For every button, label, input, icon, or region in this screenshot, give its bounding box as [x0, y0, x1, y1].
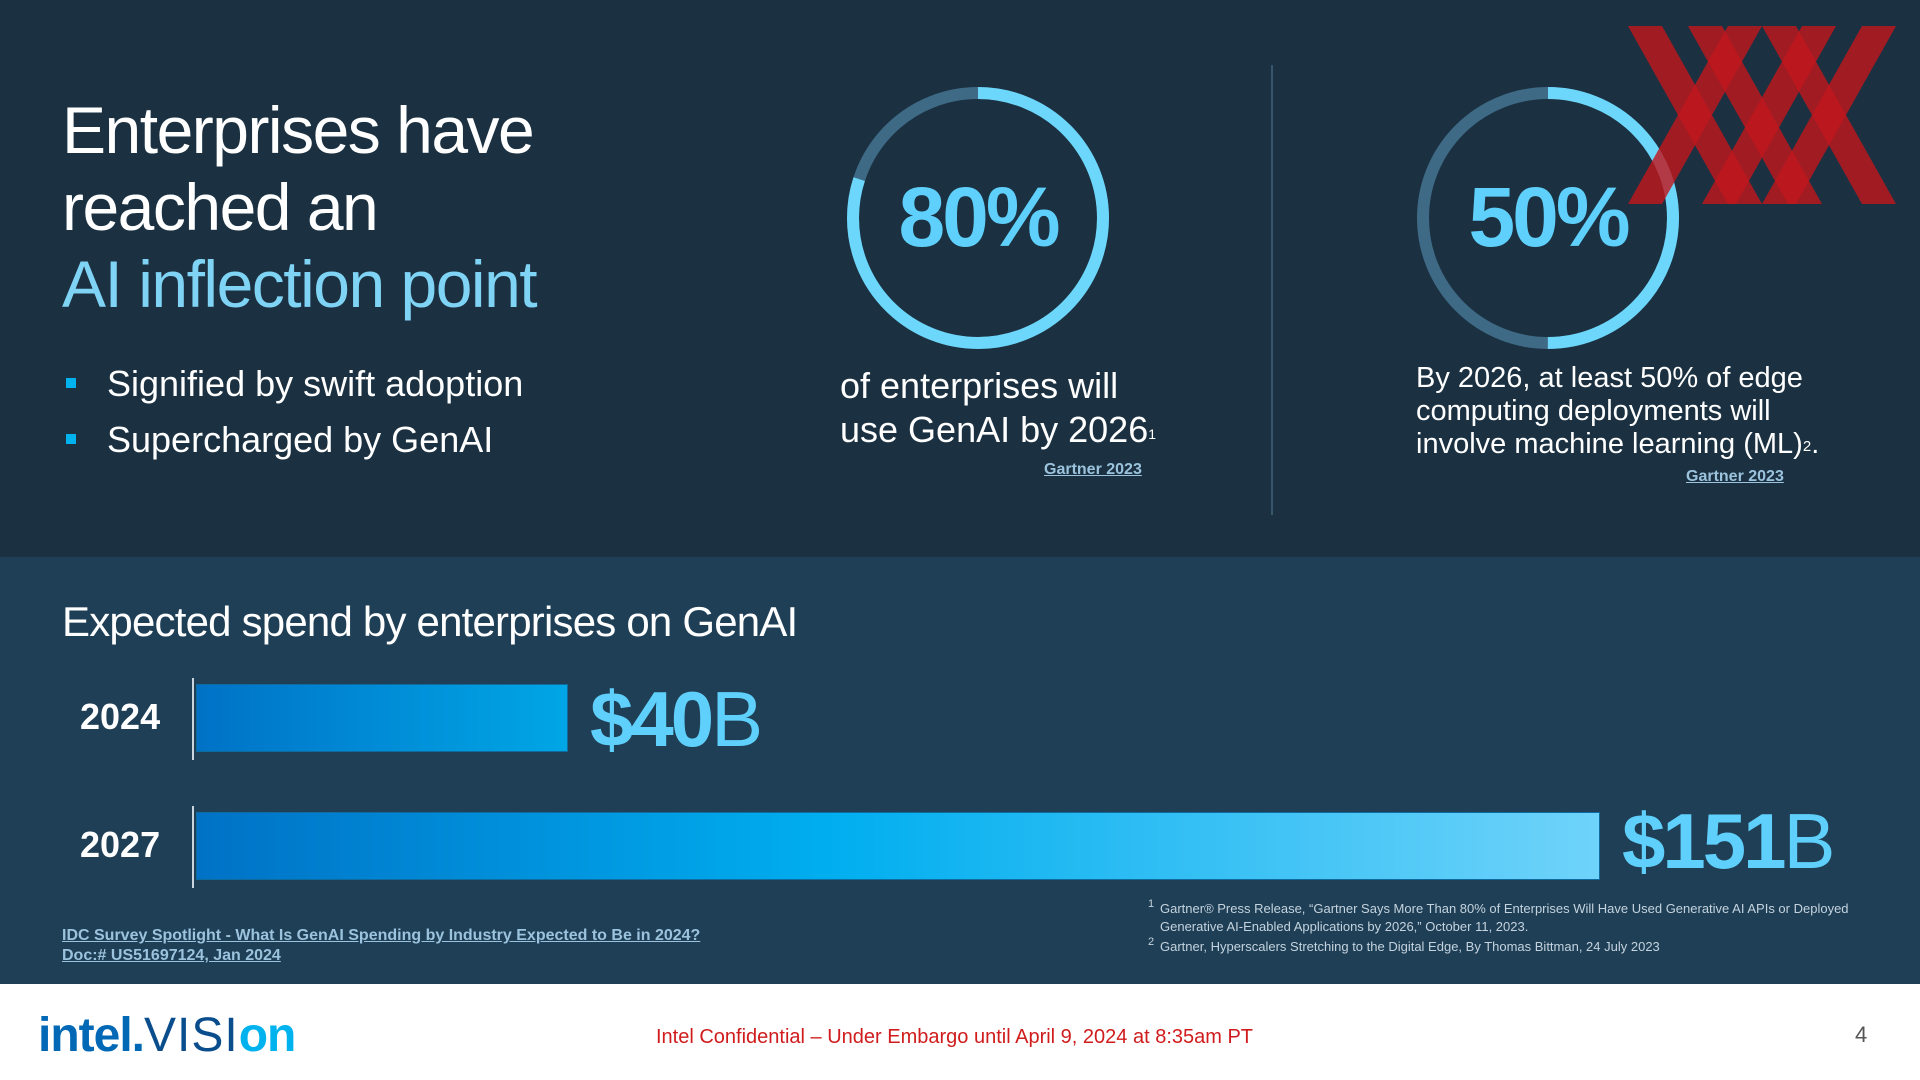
intel-vision-logo: intel.VISIon	[38, 1009, 296, 1062]
stat-line: By 2026, at least 50% of edge	[1416, 362, 1803, 394]
ring-progress	[847, 87, 1109, 349]
spend-bar-2027	[196, 812, 1600, 880]
stat-line: use GenAI by 20261	[840, 409, 1157, 450]
bar-year-label: 2027	[80, 824, 161, 865]
headline: Enterprises have reached an AI inflectio…	[62, 92, 538, 323]
vertical-divider	[1271, 65, 1273, 515]
stat-description: By 2026, at least 50% of edge computing …	[1416, 362, 1846, 461]
bullet-square-icon	[66, 434, 76, 444]
confidential-notice: Intel Confidential – Under Embargo until…	[656, 1026, 1254, 1048]
headline-line-1: Enterprises have	[62, 93, 535, 167]
stat-line: involve machine learning (ML)2.	[1416, 428, 1820, 460]
stat-description: of enterprises will use GenAI by 20261	[840, 364, 1210, 452]
footnote-ref: 1	[1148, 426, 1157, 442]
spend-section	[0, 557, 1920, 984]
headline-line-3: AI inflection point	[62, 247, 538, 321]
bullet-square-icon	[66, 378, 76, 388]
bullet-list: Signified by swift adoption Supercharged…	[62, 356, 523, 468]
stat-ring-80: 80%	[847, 87, 1109, 349]
spend-title: Expected spend by enterprises on GenAI	[62, 598, 798, 645]
footnote-1: 1 Gartner® Press Release, “Gartner Says M…	[1148, 898, 1849, 934]
bullet-item: Signified by swift adoption	[62, 356, 523, 412]
source-link-gartner[interactable]: Gartner 2023	[1686, 468, 1784, 485]
bar-value-2024: $40B	[590, 675, 763, 763]
source-link-gartner[interactable]: Gartner 2023	[1044, 461, 1142, 478]
ring-progress	[1417, 87, 1679, 349]
bar-value-2027: $151B	[1622, 797, 1836, 885]
bullet-text: Supercharged by GenAI	[107, 419, 494, 460]
stat-line: of enterprises will	[840, 365, 1119, 406]
bar-year-label: 2024	[80, 696, 161, 737]
bullet-item: Supercharged by GenAI	[62, 412, 523, 468]
footer-bar	[0, 984, 1920, 1080]
xx-logo-icon	[1628, 26, 1896, 204]
headline-line-2: reached an	[62, 170, 379, 244]
page-number: 4	[1855, 1022, 1868, 1047]
footnote-2: 2 Gartner, Hyperscalers Stretching to the…	[1148, 936, 1660, 954]
source-link-idc[interactable]: IDC Survey Spotlight - What Is GenAI Spe…	[62, 927, 701, 964]
footnote-ref: 2	[1802, 438, 1812, 455]
bar-axis-line	[192, 678, 194, 760]
stat-value: 80%	[898, 170, 1058, 264]
spend-bar-2024	[196, 684, 568, 752]
stat-value: 50%	[1468, 170, 1628, 264]
bar-axis-line	[192, 806, 194, 888]
bullet-text: Signified by swift adoption	[107, 363, 524, 404]
footnotes: 1 Gartner® Press Release, “Gartner Says M…	[1144, 898, 1864, 958]
stat-line: computing deployments will	[1416, 395, 1771, 427]
stat-ring-50: 50%	[1417, 87, 1679, 349]
